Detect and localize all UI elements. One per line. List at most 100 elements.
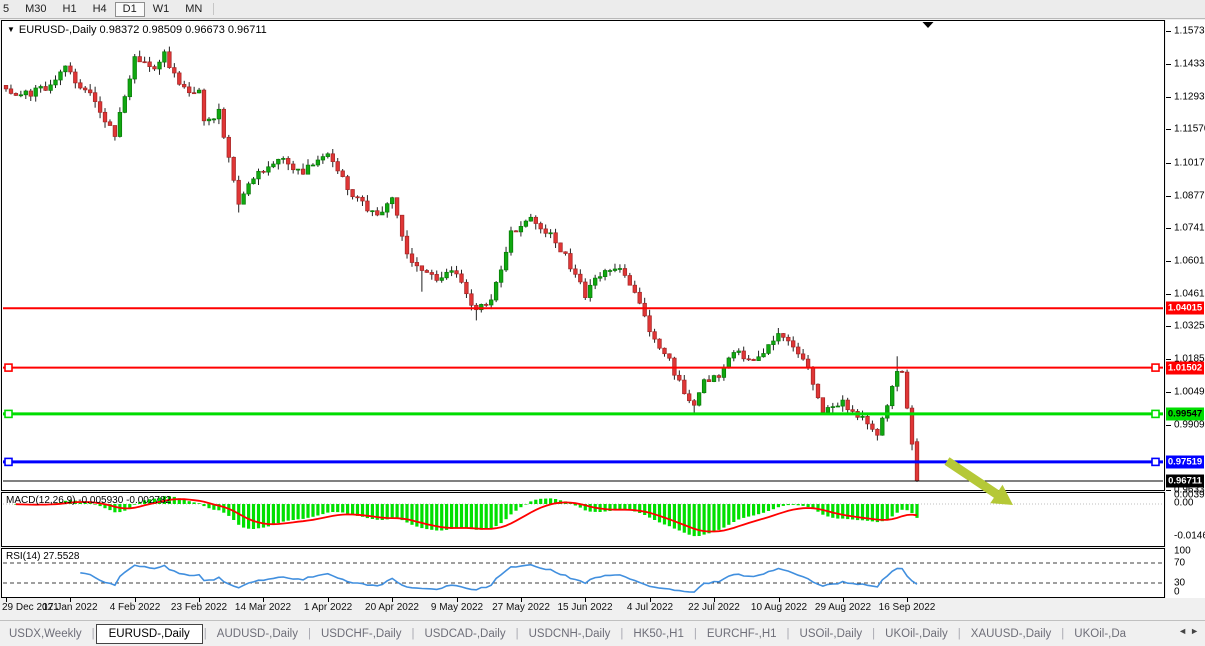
chart-tab-ukoil-daily[interactable]: UKOil-,Daily — [885, 627, 948, 640]
price-axis-label: 1.14330 — [1174, 58, 1205, 70]
tab-separator: | — [786, 627, 790, 640]
rsi-axis-label: 0 — [1174, 586, 1180, 598]
date-tick — [70, 598, 71, 602]
date-tick — [779, 598, 780, 602]
rsi-panel[interactable]: RSI(14) 27.5528 — [1, 548, 1165, 598]
ohlc-close: 0.96711 — [227, 24, 267, 36]
hline-handle[interactable] — [4, 409, 13, 419]
hline-price-tag[interactable]: 1.04015 — [1166, 301, 1204, 315]
price-axis-label: 1.04610 — [1174, 288, 1205, 300]
timeframe-button-w1[interactable]: W1 — [152, 2, 170, 15]
date-label: 15 Jun 2022 — [557, 602, 613, 613]
tab-scroll-left-icon[interactable]: ◄ — [1178, 626, 1191, 636]
tab-separator: | — [203, 627, 207, 640]
timeframe-button-m30[interactable]: M30 — [25, 2, 47, 15]
hline-handle[interactable] — [1151, 457, 1160, 467]
date-label: 27 May 2022 — [492, 602, 550, 613]
axis-tick — [1166, 227, 1171, 229]
date-label: 22 Jul 2022 — [688, 602, 740, 613]
timeframe-button-h1[interactable]: H1 — [62, 2, 77, 15]
tab-separator: | — [307, 627, 311, 640]
chart-tab-usdcnh-daily[interactable]: USDCNH-,Daily — [528, 627, 611, 640]
chart-tab-eurusd-daily[interactable]: EURUSD-,Daily — [95, 623, 203, 644]
date-label: 4 Jul 2022 — [626, 602, 674, 613]
axis-tick — [1166, 359, 1171, 361]
axis-tick — [1166, 490, 1171, 491]
chart-title: ▼ EURUSD-,Daily 0.98372 0.98509 0.96673 0.967… — [7, 24, 270, 36]
tab-separator: | — [693, 627, 697, 640]
hline-price-tag[interactable]: 0.99547 — [1166, 407, 1204, 421]
ohlc-open: 0.98372 — [99, 24, 140, 36]
date-tick — [457, 598, 458, 602]
price-axis-label: 1.15730 — [1174, 25, 1205, 37]
hline-handle[interactable] — [1151, 409, 1160, 419]
hline-handle[interactable] — [4, 457, 13, 467]
chart-tab-usoil-daily[interactable]: USOil-,Daily — [799, 627, 863, 640]
date-label: 1 Apr 2022 — [303, 602, 353, 613]
tab-separator: | — [957, 627, 961, 640]
macd-panel[interactable]: MACD(12,26,9) -0.005930 -0.002782 — [1, 492, 1165, 547]
chart-tabs: USDX,Weekly | EURUSD-,Daily | AUDUSD-,Daily |… — [0, 623, 1135, 644]
rsi-axis-label: 30 — [1174, 577, 1186, 589]
date-tick — [907, 598, 908, 602]
date-label: 17 Jan 2022 — [42, 602, 98, 613]
date-tick — [650, 598, 651, 602]
hline-handle[interactable] — [1151, 363, 1160, 372]
date-label: 14 Mar 2022 — [234, 602, 292, 613]
macd-axis-label: -0.01469 — [1174, 530, 1205, 542]
chart-tab-ukoil-da[interactable]: UKOil-,Da — [1074, 627, 1127, 640]
macd-label: MACD(12,26,9) -0.005930 -0.002782 — [6, 495, 172, 506]
rsi-axis-label: 70 — [1174, 557, 1186, 569]
date-label: 20 Apr 2022 — [365, 602, 419, 613]
price-chart-canvas[interactable] — [2, 21, 1164, 490]
tab-separator: | — [411, 627, 415, 640]
date-label: 9 May 2022 — [430, 602, 484, 613]
rsi-axis-label: 100 — [1174, 545, 1191, 557]
macd-axis-label: 0.00 — [1174, 497, 1194, 509]
date-label: 16 Sep 2022 — [878, 602, 936, 613]
price-chart-panel[interactable]: ▼ EURUSD-,Daily 0.98372 0.98509 0.96673 0.967… — [1, 20, 1165, 491]
tab-separator: | — [872, 627, 876, 640]
axis-tick — [1166, 162, 1171, 164]
hline-handle[interactable] — [4, 363, 13, 372]
date-tick — [843, 598, 844, 602]
timeframe-toolbar: 5 M30 H1 H4 D1 W1 MN — [0, 0, 1205, 19]
date-label: 29 Dec 2021 — [2, 602, 59, 613]
date-tick — [521, 598, 522, 602]
date-label: 23 Feb 2022 — [170, 602, 228, 613]
price-axis-label: 1.11570 — [1174, 123, 1205, 135]
chart-tab-hk50-h1[interactable]: HK50-,H1 — [633, 627, 684, 640]
toolbar-separator — [213, 3, 215, 15]
timeframe-button-5[interactable]: 5 — [3, 2, 10, 15]
tab-scroll-right-icon[interactable]: ► — [1190, 626, 1202, 636]
chart-tab-usdx-weekly[interactable]: USDX,Weekly — [9, 627, 82, 640]
hline-price-tag[interactable]: 1.01502 — [1166, 361, 1204, 375]
ohlc-low: 0.96673 — [185, 24, 225, 36]
chart-tab-eurchf-h1[interactable]: EURCHF-,H1 — [706, 627, 777, 640]
chart-tab-usdcad-daily[interactable]: USDCAD-,Daily — [424, 627, 506, 640]
chart-tab-usdchf-daily[interactable]: USDCHF-,Daily — [320, 627, 402, 640]
date-tick — [6, 598, 7, 602]
timeframe-button-d1[interactable]: D1 — [114, 1, 145, 17]
date-tick — [585, 598, 586, 602]
axis-tick — [1166, 260, 1171, 262]
date-label: 29 Aug 2022 — [814, 602, 872, 613]
hline-price-tag[interactable]: 0.97519 — [1166, 455, 1204, 469]
chart-dropdown-icon[interactable]: ▼ — [7, 25, 15, 34]
axis-tick — [1166, 294, 1171, 296]
chart-tab-xauusd-daily[interactable]: XAUUSD-,Daily — [970, 627, 1052, 640]
price-axis-label: 1.07410 — [1174, 222, 1205, 234]
chart-tabbar: USDX,Weekly | EURUSD-,Daily | AUDUSD-,Daily |… — [0, 620, 1205, 646]
price-axis-label: 1.01850 — [1174, 353, 1205, 365]
timeframe-button-h4[interactable]: H4 — [92, 2, 107, 15]
chart-tab-audusd-daily[interactable]: AUDUSD-,Daily — [216, 627, 298, 640]
axis-tick — [1166, 326, 1171, 328]
chart-symbol: EURUSD-,Daily — [18, 24, 97, 36]
date-tick — [328, 598, 329, 602]
current-price-tag[interactable]: 0.96711 — [1166, 474, 1204, 488]
ohlc-high: 0.98509 — [142, 24, 183, 36]
timeframe-button-mn[interactable]: MN — [185, 2, 203, 15]
macd-canvas — [3, 496, 1163, 537]
